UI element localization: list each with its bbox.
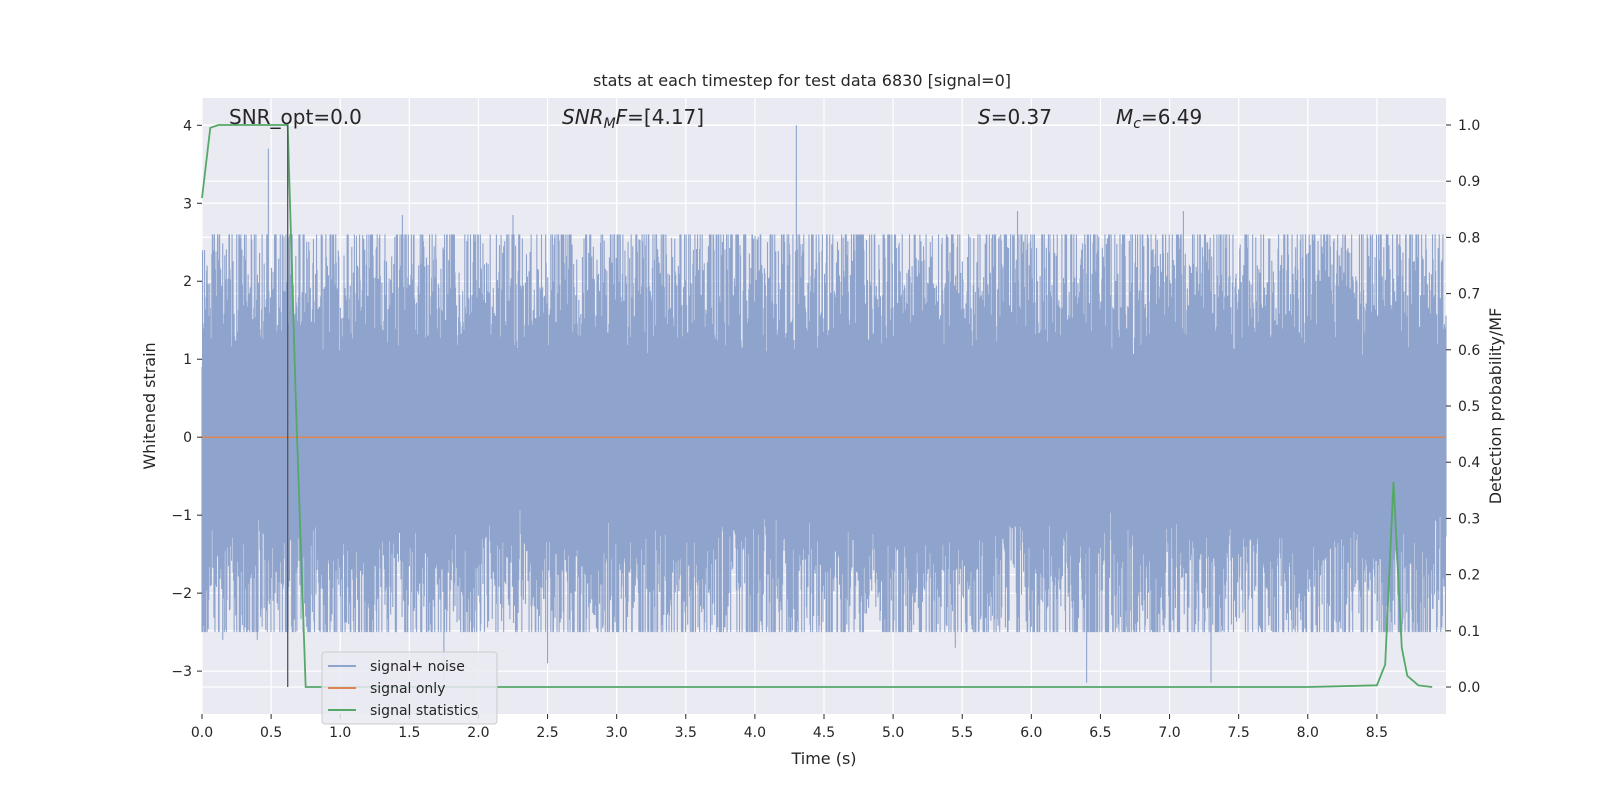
x-tick-label: 7.5 bbox=[1228, 725, 1250, 741]
y-left-tick-label: 3 bbox=[183, 196, 192, 212]
legend-box bbox=[321, 651, 498, 725]
x-tick-label: 8.5 bbox=[1366, 725, 1388, 741]
annotations: SNR_opt=0.0 SNRMF=[4.17] S=0.37 Mc=6.49 bbox=[229, 105, 1202, 132]
y-left-axis-ticks: −3 −2 −1 0 1 2 3 4 bbox=[171, 118, 202, 680]
y-right-tick-label: 0.5 bbox=[1458, 399, 1480, 415]
y-left-tick-label: 1 bbox=[183, 352, 192, 368]
y-left-tick-label: 0 bbox=[183, 430, 192, 446]
signal-noise-trace bbox=[201, 125, 1447, 683]
annotation-4: Mc=6.49 bbox=[1116, 105, 1202, 132]
x-tick-label: 0.0 bbox=[191, 725, 213, 741]
x-tick-label: 8.0 bbox=[1297, 725, 1319, 741]
y-left-tick-label: 4 bbox=[183, 118, 192, 134]
legend-label: signal only bbox=[370, 681, 445, 697]
y-right-tick-label: 0.3 bbox=[1458, 511, 1480, 527]
x-tick-label: 6.5 bbox=[1089, 725, 1111, 741]
annotation-2: SNRMF=[4.17] bbox=[562, 105, 704, 132]
x-tick-label: 5.5 bbox=[951, 725, 973, 741]
legend: signal+ noise signal only signal statistic… bbox=[321, 651, 498, 725]
legend-label: signal+ noise bbox=[370, 659, 465, 675]
x-tick-label: 4.5 bbox=[813, 725, 835, 741]
x-tick-label: 2.0 bbox=[467, 725, 489, 741]
x-tick-label: 1.5 bbox=[398, 725, 420, 741]
y-right-tick-label: 0.9 bbox=[1458, 174, 1480, 190]
y-right-axis-label: Detection probability/MF bbox=[1486, 308, 1505, 505]
y-right-tick-label: 0.8 bbox=[1458, 230, 1480, 246]
x-tick-label: 7.0 bbox=[1158, 725, 1180, 741]
y-right-tick-label: 0.1 bbox=[1458, 624, 1480, 640]
x-tick-label: 5.0 bbox=[882, 725, 904, 741]
series-signal-statistics bbox=[201, 124, 1433, 688]
y-left-tick-label: 2 bbox=[183, 274, 192, 290]
chart-title: stats at each timestep for test data 683… bbox=[593, 71, 1011, 90]
series-signal-noise bbox=[201, 125, 1447, 683]
signal-statistics-line bbox=[201, 124, 1433, 688]
x-tick-label: 6.0 bbox=[1020, 725, 1042, 741]
x-tick-label: 1.0 bbox=[329, 725, 351, 741]
y-left-tick-label: −1 bbox=[171, 508, 192, 524]
legend-label: signal statistics bbox=[370, 703, 478, 719]
y-right-axis-ticks: 0.0 0.1 0.2 0.3 0.4 0.5 0.6 0.7 0.8 0.9 1.0 bbox=[1446, 118, 1480, 696]
x-tick-label: 4.0 bbox=[744, 725, 766, 741]
y-left-tick-label: −3 bbox=[171, 664, 192, 680]
x-tick-label: 3.0 bbox=[606, 725, 628, 741]
x-tick-label: 0.5 bbox=[260, 725, 282, 741]
x-tick-label: 3.5 bbox=[675, 725, 697, 741]
x-axis-label: Time (s) bbox=[790, 749, 856, 768]
y-right-tick-label: 0.0 bbox=[1458, 680, 1480, 696]
y-right-tick-label: 0.6 bbox=[1458, 343, 1480, 359]
y-left-tick-label: −2 bbox=[171, 586, 192, 602]
y-right-tick-label: 0.2 bbox=[1458, 568, 1480, 584]
annotation-3: S=0.37 bbox=[978, 105, 1052, 129]
y-left-axis-label: Whitened strain bbox=[140, 342, 159, 469]
x-axis-ticks: 0.0 0.5 1.0 1.5 2.0 2.5 3.0 3.5 4.0 4.5 5.0 5.5 6.0 6… bbox=[191, 714, 1388, 741]
y-right-tick-label: 0.7 bbox=[1458, 287, 1480, 303]
y-right-tick-label: 0.4 bbox=[1458, 455, 1480, 471]
y-right-tick-label: 1.0 bbox=[1458, 118, 1480, 134]
x-tick-label: 2.5 bbox=[536, 725, 558, 741]
annotation-1: SNR_opt=0.0 bbox=[229, 105, 362, 129]
